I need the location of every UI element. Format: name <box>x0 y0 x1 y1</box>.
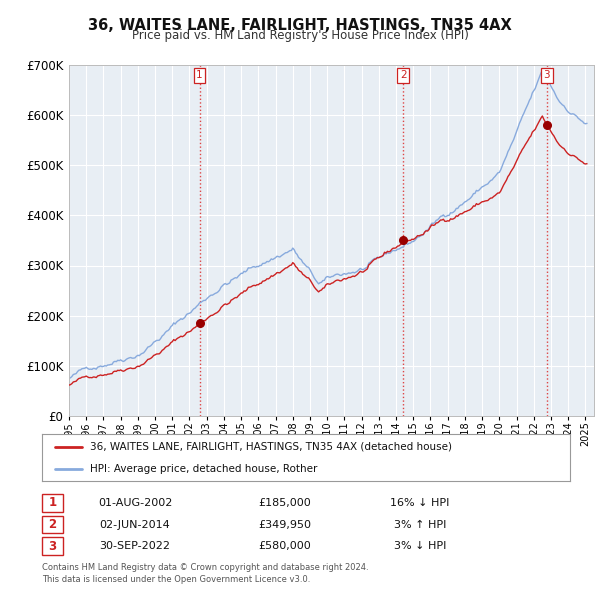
Text: 3% ↓ HPI: 3% ↓ HPI <box>394 542 446 551</box>
Text: Price paid vs. HM Land Registry's House Price Index (HPI): Price paid vs. HM Land Registry's House … <box>131 30 469 42</box>
Text: HPI: Average price, detached house, Rother: HPI: Average price, detached house, Roth… <box>89 464 317 474</box>
Text: 36, WAITES LANE, FAIRLIGHT, HASTINGS, TN35 4AX: 36, WAITES LANE, FAIRLIGHT, HASTINGS, TN… <box>88 18 512 32</box>
Text: 36, WAITES LANE, FAIRLIGHT, HASTINGS, TN35 4AX (detached house): 36, WAITES LANE, FAIRLIGHT, HASTINGS, TN… <box>89 442 452 452</box>
Text: 3: 3 <box>543 70 550 80</box>
Text: 30-SEP-2022: 30-SEP-2022 <box>100 542 170 551</box>
Text: 3% ↑ HPI: 3% ↑ HPI <box>394 520 446 529</box>
Text: 16% ↓ HPI: 16% ↓ HPI <box>391 498 449 507</box>
Text: £580,000: £580,000 <box>259 542 311 551</box>
Text: 02-JUN-2014: 02-JUN-2014 <box>100 520 170 529</box>
Text: 1: 1 <box>49 496 56 509</box>
Text: £349,950: £349,950 <box>259 520 311 529</box>
Text: Contains HM Land Registry data © Crown copyright and database right 2024.
This d: Contains HM Land Registry data © Crown c… <box>42 563 368 584</box>
Text: 3: 3 <box>49 540 56 553</box>
Text: 2: 2 <box>400 70 407 80</box>
Text: 01-AUG-2002: 01-AUG-2002 <box>98 498 172 507</box>
Text: 2: 2 <box>49 518 56 531</box>
Text: £185,000: £185,000 <box>259 498 311 507</box>
Text: 1: 1 <box>196 70 203 80</box>
